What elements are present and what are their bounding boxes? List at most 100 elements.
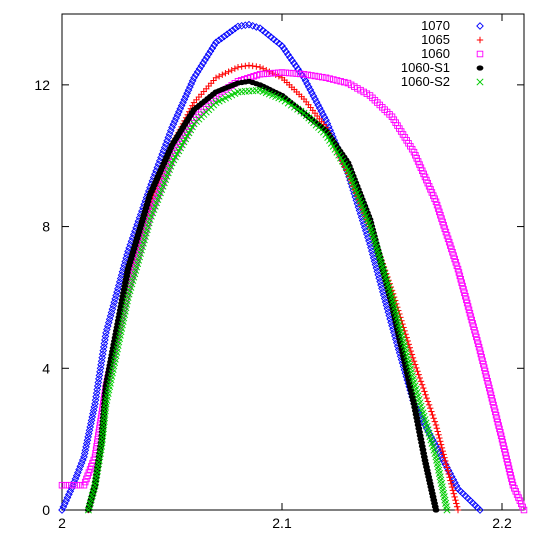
data-point <box>294 105 302 113</box>
data-point <box>282 69 289 77</box>
data-point <box>217 34 226 43</box>
data-point <box>445 470 452 478</box>
data-point <box>451 255 458 263</box>
data-point <box>414 368 421 375</box>
data-point <box>505 462 512 469</box>
data-point <box>474 340 482 348</box>
data-point <box>433 201 441 209</box>
data-point <box>231 24 240 33</box>
data-point <box>208 44 217 53</box>
data-point <box>286 69 293 77</box>
data-point <box>300 70 308 78</box>
data-point <box>179 98 187 107</box>
data-marks <box>58 20 528 514</box>
data-point <box>146 212 154 220</box>
data-point <box>206 47 215 56</box>
data-point <box>107 308 116 317</box>
data-point <box>437 211 444 219</box>
data-point <box>430 415 437 422</box>
data-point <box>489 398 496 405</box>
data-point <box>74 468 82 477</box>
data-point <box>181 92 190 101</box>
data-point <box>425 401 433 409</box>
data-point <box>423 394 430 402</box>
data-point <box>428 408 435 415</box>
data-point <box>443 232 451 239</box>
data-point <box>241 21 250 30</box>
data-point <box>215 73 223 80</box>
data-point <box>99 343 108 351</box>
data-point <box>424 398 432 405</box>
data-point <box>286 53 294 62</box>
data-point <box>260 70 267 78</box>
data-point <box>301 76 310 85</box>
data-point <box>452 496 459 504</box>
data-point <box>415 371 422 378</box>
data-point <box>101 336 109 344</box>
legend-item: 1060-S2 <box>401 74 484 89</box>
data-point <box>467 313 475 320</box>
x-tick-label: 2.1 <box>272 515 292 531</box>
data-point <box>197 62 206 70</box>
data-point <box>306 86 315 94</box>
data-point <box>169 120 178 129</box>
data-point <box>212 74 220 81</box>
data-point <box>278 42 286 50</box>
data-point <box>222 70 229 77</box>
data-point <box>92 392 100 401</box>
plot-frame <box>61 13 525 511</box>
legend-label: 1060-S2 <box>401 74 450 89</box>
data-point <box>180 95 189 104</box>
data-point <box>361 226 370 235</box>
data-point <box>100 339 109 348</box>
data-point <box>508 475 515 482</box>
data-point <box>448 245 455 253</box>
data-point <box>443 506 451 514</box>
data-point <box>76 462 85 471</box>
data-point <box>172 114 180 122</box>
x-tick-label: 2.2 <box>492 515 512 531</box>
data-point <box>500 442 507 449</box>
data-point <box>148 209 155 216</box>
data-point <box>482 371 490 378</box>
data-point <box>498 435 506 443</box>
data-point <box>501 449 509 456</box>
data-point <box>507 472 514 479</box>
data-point <box>367 243 375 252</box>
data-point <box>444 235 452 243</box>
data-point <box>151 199 159 206</box>
data-point <box>103 325 111 334</box>
data-point <box>95 375 103 383</box>
data-point <box>63 493 72 502</box>
data-point <box>465 306 473 314</box>
data-point <box>66 481 73 489</box>
data-point <box>288 56 296 65</box>
data-point <box>104 318 113 327</box>
data-point <box>439 447 446 455</box>
data-point <box>163 169 171 176</box>
data-point <box>234 22 242 31</box>
data-point <box>493 415 501 422</box>
data-point <box>496 425 503 433</box>
data-point <box>271 69 278 77</box>
y-tick-label: 0 <box>42 502 50 518</box>
data-point <box>317 107 326 116</box>
data-point <box>469 320 476 327</box>
data-point <box>249 62 256 70</box>
data-point <box>454 265 462 273</box>
data-point <box>456 272 464 280</box>
data-point <box>75 465 83 474</box>
data-point <box>315 73 322 80</box>
data-point <box>488 395 496 402</box>
data-point <box>479 357 486 365</box>
data-point <box>93 385 102 394</box>
data-point <box>341 78 348 86</box>
data-point <box>308 89 316 97</box>
data-point <box>380 294 389 303</box>
data-point <box>422 391 429 398</box>
data-point <box>253 63 260 70</box>
data-point <box>382 301 391 310</box>
data-point <box>228 66 235 74</box>
data-point <box>311 95 319 103</box>
data-point <box>491 408 499 416</box>
